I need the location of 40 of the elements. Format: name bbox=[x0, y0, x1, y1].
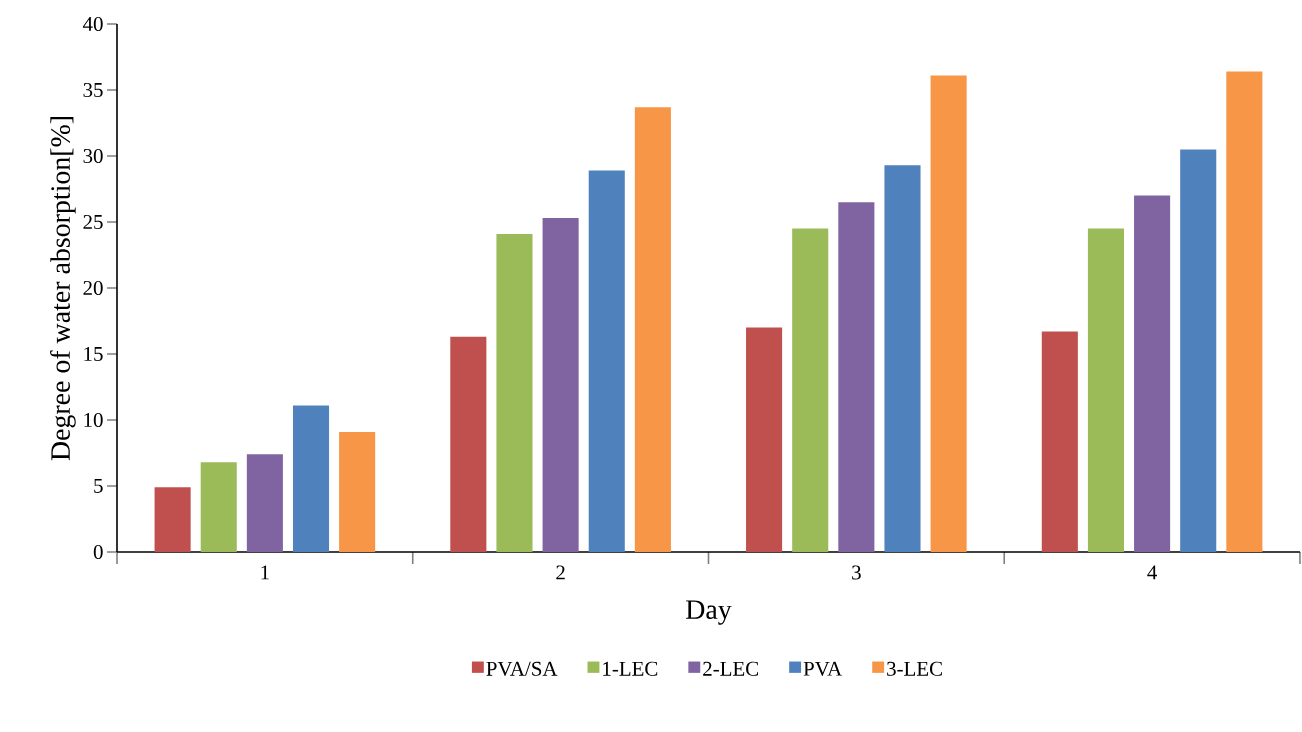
bar bbox=[930, 75, 967, 552]
bar bbox=[634, 107, 671, 552]
legend-label: 1-LEC bbox=[603, 661, 658, 676]
bar bbox=[588, 170, 625, 552]
bar bbox=[496, 233, 533, 552]
bar bbox=[450, 336, 487, 552]
bar bbox=[1180, 149, 1217, 552]
bar bbox=[838, 202, 875, 552]
y-tick-label: 0 bbox=[93, 544, 103, 560]
y-tick-label: 30 bbox=[83, 148, 103, 164]
legend-label: 2-LEC bbox=[703, 661, 759, 676]
legend-label: PVA/SA bbox=[486, 661, 558, 676]
bar bbox=[1134, 195, 1171, 552]
bar bbox=[154, 487, 191, 552]
bar bbox=[884, 165, 921, 552]
bar bbox=[542, 218, 579, 552]
y-tick-label: 35 bbox=[83, 82, 103, 98]
bar bbox=[200, 462, 237, 552]
y-tick-label: 20 bbox=[83, 280, 103, 296]
y-tick-label: 15 bbox=[84, 346, 103, 362]
legend-label: PVA bbox=[803, 661, 843, 676]
bar bbox=[746, 327, 783, 552]
bar bbox=[292, 405, 330, 552]
y-tick-label: 25 bbox=[83, 214, 103, 230]
x-tick-label: 2 bbox=[556, 565, 565, 580]
y-tick-label: 5 bbox=[94, 479, 103, 493]
y-axis-title: Degree of water absorption[%] bbox=[50, 116, 76, 461]
y-tick-label: 40 bbox=[82, 16, 103, 32]
x-tick-label: 4 bbox=[1147, 565, 1157, 580]
bar bbox=[246, 454, 283, 552]
bar bbox=[1041, 331, 1078, 552]
bar bbox=[1087, 228, 1124, 552]
x-axis-title: Day bbox=[686, 600, 732, 625]
y-tick-label: 10 bbox=[84, 412, 103, 428]
x-tick-label: 1 bbox=[261, 565, 269, 580]
bar bbox=[339, 431, 376, 552]
bar bbox=[1226, 71, 1263, 552]
x-tick-label: 3 bbox=[852, 565, 861, 580]
legend-label: 3-LEC bbox=[887, 661, 942, 676]
bar bbox=[792, 228, 829, 552]
